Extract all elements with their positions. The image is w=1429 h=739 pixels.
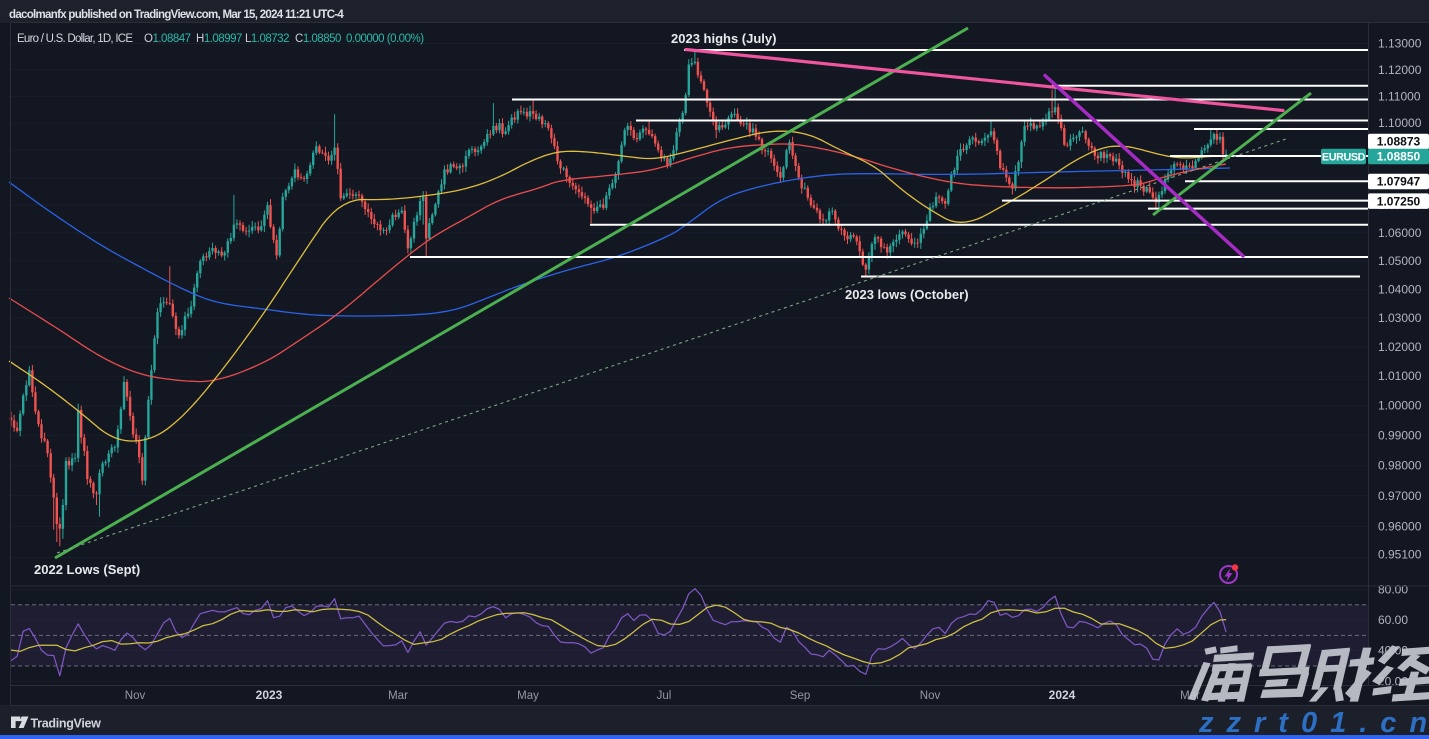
svg-text:0.98000: 0.98000 <box>1378 458 1422 472</box>
svg-text:1.04000: 1.04000 <box>1378 282 1422 296</box>
svg-text:L1.08732: L1.08732 <box>245 33 289 45</box>
svg-text:1.01000: 1.01000 <box>1378 369 1422 383</box>
svg-text:0.95100: 0.95100 <box>1378 547 1422 561</box>
svg-text:1.12000: 1.12000 <box>1378 63 1422 77</box>
svg-text:1.13000: 1.13000 <box>1378 37 1422 51</box>
svg-text:EURUSD: EURUSD <box>1322 152 1366 164</box>
svg-text:TradingView: TradingView <box>31 717 102 731</box>
svg-text:zzrt01.cn: zzrt01.cn <box>1198 707 1429 739</box>
svg-text:2023 lows (October): 2023 lows (October) <box>845 287 969 302</box>
svg-text:1.05000: 1.05000 <box>1378 254 1422 268</box>
svg-text:Sep: Sep <box>790 690 810 702</box>
svg-text:0.96000: 0.96000 <box>1378 520 1422 534</box>
svg-text:1.08873: 1.08873 <box>1377 135 1421 149</box>
svg-text:Nov: Nov <box>920 690 941 702</box>
svg-text:H1.08997: H1.08997 <box>196 33 242 45</box>
svg-text:60.00: 60.00 <box>1378 613 1408 627</box>
svg-text:dacolmanfx published on Tradin: dacolmanfx published on TradingView.com,… <box>9 9 344 21</box>
svg-text:1.11000: 1.11000 <box>1378 89 1421 103</box>
svg-text:80.00: 80.00 <box>1378 583 1408 597</box>
svg-text:1.08850: 1.08850 <box>1377 150 1421 164</box>
svg-text:1.10000: 1.10000 <box>1378 116 1422 130</box>
svg-text:May: May <box>517 690 539 702</box>
svg-text:1.00000: 1.00000 <box>1378 399 1422 413</box>
svg-text:Nov: Nov <box>125 690 146 702</box>
svg-text:2022 Lows (Sept): 2022 Lows (Sept) <box>34 562 140 577</box>
svg-text:C1.08850: C1.08850 <box>295 33 341 45</box>
svg-text:1.06000: 1.06000 <box>1378 226 1422 240</box>
svg-text:Jul: Jul <box>657 690 672 702</box>
svg-text:Euro / U.S. Dollar, 1D, ICE: Euro / U.S. Dollar, 1D, ICE <box>17 33 133 45</box>
svg-text:2023: 2023 <box>256 688 283 702</box>
svg-text:2024: 2024 <box>1049 688 1076 702</box>
svg-text:1.03000: 1.03000 <box>1378 311 1422 325</box>
svg-text:0.00000 (0.00%): 0.00000 (0.00%) <box>346 33 424 45</box>
svg-text:1.07947: 1.07947 <box>1377 175 1421 189</box>
svg-text:0.99000: 0.99000 <box>1378 428 1422 442</box>
svg-text:O1.08847: O1.08847 <box>144 33 191 45</box>
svg-text:1.07250: 1.07250 <box>1377 194 1421 208</box>
svg-text:2023 highs (July): 2023 highs (July) <box>671 31 776 46</box>
svg-text:1.02000: 1.02000 <box>1378 340 1422 354</box>
svg-text:0.97000: 0.97000 <box>1378 489 1422 503</box>
svg-text:Mar: Mar <box>388 690 408 702</box>
